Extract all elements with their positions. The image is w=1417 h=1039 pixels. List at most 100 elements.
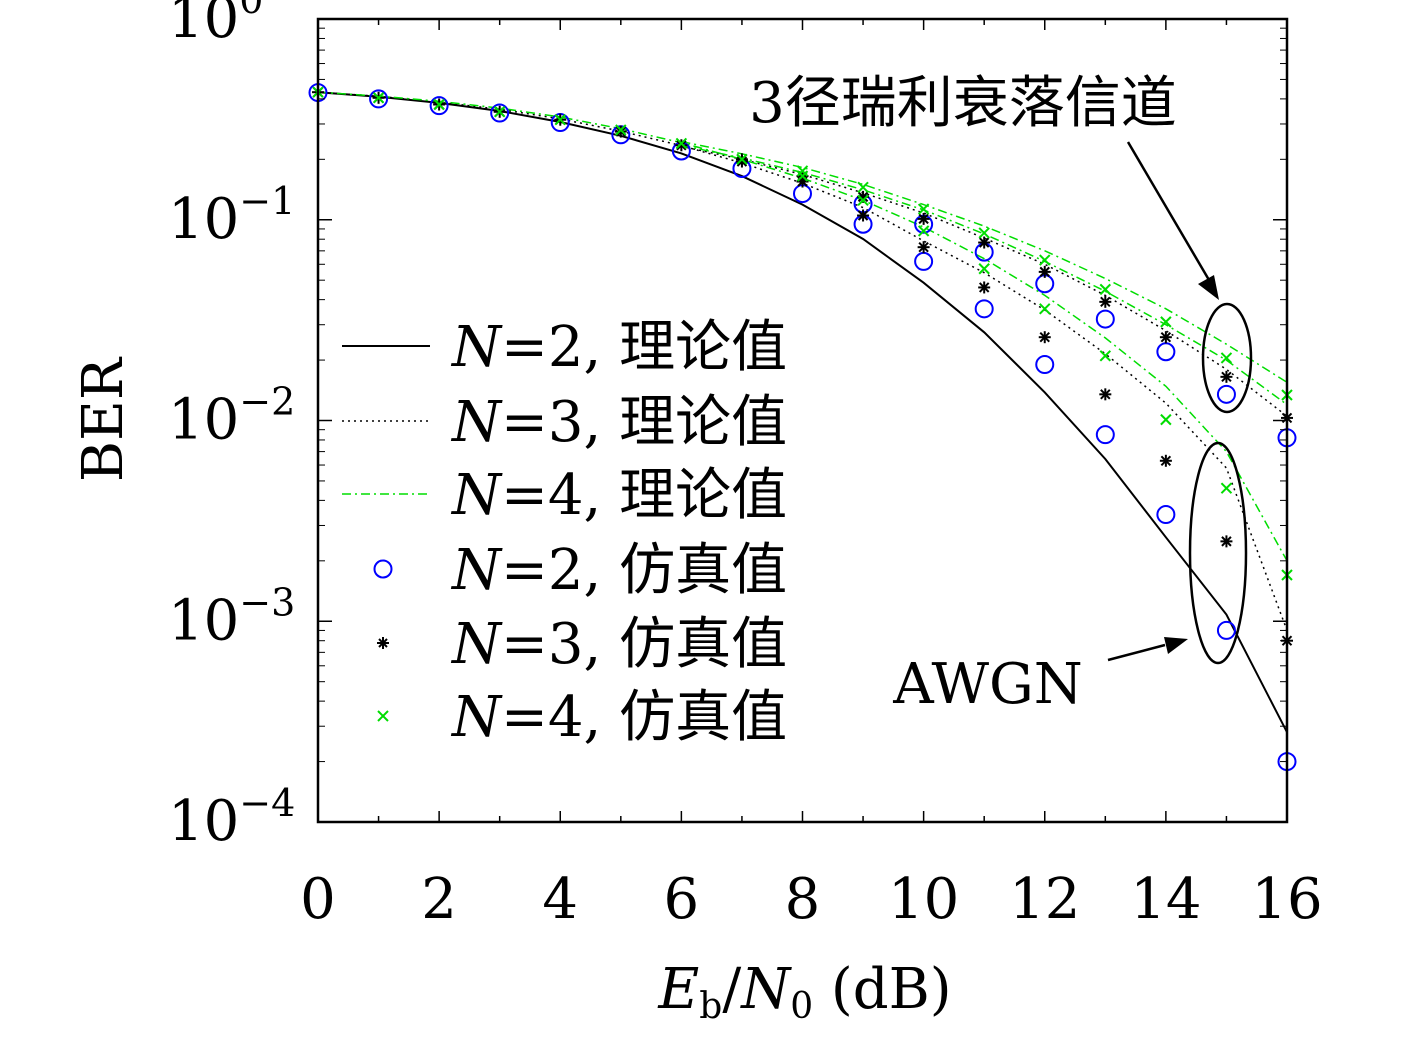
- data-point-star: [978, 236, 991, 249]
- series-line: [681, 140, 1288, 383]
- series-line: [317, 91, 1288, 562]
- legend-label-n2-sim: N=2, 仿真值: [450, 538, 787, 603]
- data-point-circle: [1035, 355, 1055, 375]
- data-point-star: [1220, 535, 1233, 548]
- legend-n: N: [450, 463, 503, 528]
- rayleigh-arrow-head: [1198, 275, 1219, 300]
- data-point-circle: [1156, 342, 1176, 362]
- annotation-awgn: AWGN: [892, 652, 1082, 717]
- series-n-2-: [317, 91, 1288, 733]
- data-point-x: [433, 98, 445, 111]
- axis-labels: Eb/N0 (dB) BER: [71, 356, 952, 1027]
- legend-n: N: [450, 390, 503, 455]
- legend-marker-star: [377, 637, 389, 649]
- data-point-circle: [1216, 384, 1236, 404]
- legend-label-n3-theory: N=3, 理论值: [450, 390, 787, 455]
- data-point-star: [1099, 388, 1112, 401]
- legend-entry-n3-sim: N=3, 仿真值: [377, 612, 787, 677]
- legend-label-n4-sim: N=4, 仿真值: [450, 685, 787, 750]
- rayleigh-arrow-line: [1126, 141, 1211, 281]
- series-layer: [308, 83, 1297, 772]
- data-point-star: [675, 139, 688, 152]
- data-point-star: [978, 281, 991, 294]
- legend-rest: =4, 仿真值: [501, 685, 787, 750]
- awgn-ellipse: [1188, 441, 1248, 665]
- legend-label-n2-theory: N=2, 理论值: [450, 315, 787, 380]
- data-point-x: [917, 203, 930, 215]
- x-axis-label: Eb/N0 (dB): [657, 957, 951, 1027]
- series-line: [681, 145, 1288, 417]
- data-point-x: [857, 181, 869, 194]
- x-tick-label: 16: [1251, 867, 1322, 932]
- data-point-circle: [429, 96, 449, 116]
- legend-entry-n4-sim: N=4, 仿真值: [377, 685, 787, 750]
- series-line: [317, 91, 1288, 631]
- data-point-star: [1099, 295, 1112, 308]
- data-point-star: [614, 125, 627, 138]
- x-tick-label: 8: [785, 867, 821, 932]
- x-tick-label: 14: [1130, 867, 1201, 932]
- data-point-x: [1039, 254, 1051, 266]
- awgn-arrow-head: [1164, 637, 1188, 654]
- y-tick-label: 10−2: [168, 380, 295, 453]
- data-point-x: [1220, 352, 1233, 364]
- data-point-circle: [369, 89, 389, 109]
- series-line: [681, 144, 1288, 406]
- data-point-x: [554, 114, 566, 126]
- data-point-x: [675, 137, 688, 150]
- data-point-x: [857, 194, 869, 207]
- series-line: [317, 91, 1288, 733]
- legend-entry-n2-theory: N=2, 理论值: [342, 315, 787, 380]
- data-point-x: [978, 227, 990, 239]
- x-tick-label: 2: [421, 867, 457, 932]
- x-tick-label: 10: [888, 867, 959, 932]
- data-point-x: [736, 153, 748, 166]
- data-point-star: [857, 209, 870, 222]
- legend-entry-n2-sim: N=2, 仿真值: [373, 538, 787, 603]
- data-point-circle: [1095, 425, 1115, 445]
- data-point-circle: [1216, 620, 1236, 640]
- legend-rest: =4, 理论值: [501, 463, 787, 528]
- data-point-star: [1038, 331, 1051, 344]
- annotation-rayleigh: 3径瑞利衰落信道: [749, 71, 1177, 136]
- data-point-circle: [1095, 309, 1115, 329]
- series-n-3-: [317, 91, 1288, 631]
- data-point-x: [796, 165, 809, 177]
- data-point-x: [1160, 316, 1172, 328]
- x-tick-label: 4: [542, 867, 578, 932]
- data-point-circle: [490, 103, 510, 123]
- legend-n: N: [450, 685, 503, 750]
- data-point-x: [1220, 482, 1233, 494]
- rayleigh-ellipse: [1201, 302, 1253, 414]
- axis-layer: 0 2 4 6 8 10 12 14 16 100 10−1 10−2 10−3 10−4: [168, 0, 1323, 932]
- x-tick-label: 12: [1009, 867, 1080, 932]
- data-point-x: [978, 263, 990, 275]
- y-tick-label: 10−1: [168, 179, 295, 252]
- y-tick-label: 100: [168, 0, 263, 51]
- data-point-star: [917, 212, 930, 225]
- data-point-x: [1099, 283, 1112, 296]
- data-point-x: [493, 106, 506, 118]
- legend-rest: =2, 理论值: [501, 315, 787, 380]
- data-point-x: [372, 92, 385, 104]
- data-point-x: [796, 170, 809, 182]
- legend-label-n3-sim: N=3, 仿真值: [450, 612, 787, 677]
- data-point-x: [1039, 303, 1051, 315]
- y-axis-label: BER: [71, 356, 136, 482]
- legend-entry-n4-theory: N=4, 理论值: [342, 463, 787, 528]
- data-point-circle: [974, 299, 994, 319]
- legend-rest: =3, 仿真值: [501, 612, 787, 677]
- series-n-4-: [317, 91, 1288, 562]
- data-point-star: [1159, 331, 1172, 344]
- awgn-arrow-line: [1107, 643, 1166, 662]
- legend-marker-circle: [373, 559, 393, 579]
- legend-entry-n3-theory: N=3, 理论值: [342, 390, 787, 455]
- data-point-circle: [1156, 505, 1176, 525]
- legend-n: N: [450, 538, 503, 603]
- data-point-star: [1038, 265, 1051, 278]
- legend-marker-x: [377, 710, 389, 722]
- data-point-x: [917, 225, 930, 237]
- x-tick-label: 0: [300, 867, 336, 932]
- legend-rest: =2, 仿真值: [501, 538, 787, 603]
